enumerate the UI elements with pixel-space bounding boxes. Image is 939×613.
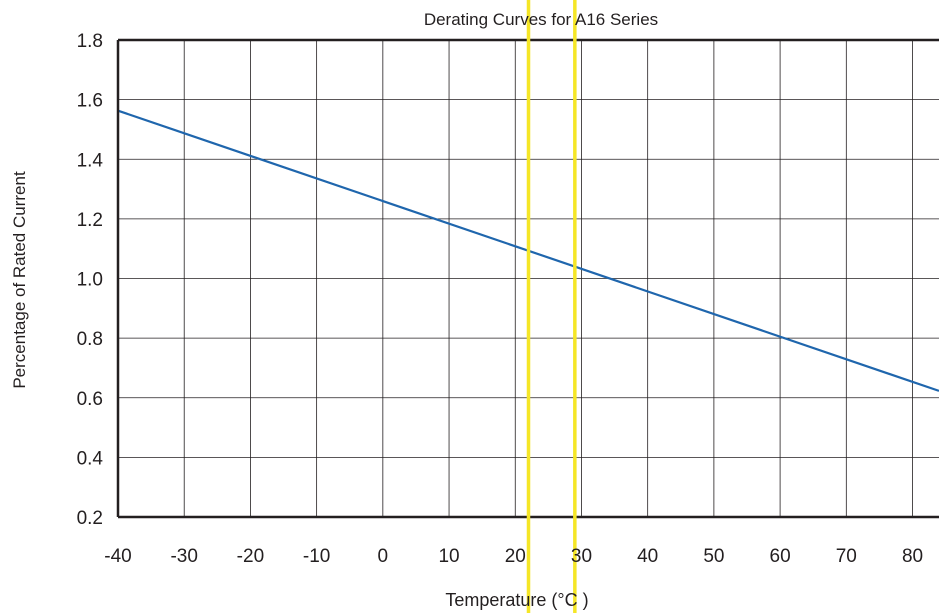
y-tick-label: 0.8 [77,329,103,350]
y-tick-label: 1.8 [77,31,103,52]
x-tick-label: 30 [571,546,592,567]
x-tick-label: -30 [170,546,197,567]
x-tick-label: 80 [902,546,923,567]
x-tick-label: 60 [770,546,791,567]
x-tick-label: 10 [438,546,459,567]
y-tick-labels: 0.2 0.4 0.6 0.8 1.0 1.2 1.4 1.6 1.8 [77,31,104,529]
y-tick-label: 0.4 [77,448,104,469]
chart-title: Derating Curves for A16 Series [424,10,658,29]
x-tick-label: 40 [637,546,658,567]
x-axis-label: Temperature (°C ) [445,590,588,610]
y-tick-label: 1.0 [77,270,103,291]
y-tick-label: 1.4 [77,150,104,171]
y-tick-label: 1.2 [77,210,103,231]
x-tick-label: -10 [303,546,330,567]
x-tick-label: 0 [378,546,389,567]
x-tick-label: -20 [237,546,264,567]
y-axis-label: Percentage of Rated Current [10,171,29,389]
y-tick-label: 0.2 [77,508,103,529]
y-tick-label: 1.6 [77,91,103,112]
y-tick-label: 0.6 [77,389,103,410]
marker-layer [526,0,577,613]
x-tick-label: 20 [505,546,526,567]
x-tick-label: -40 [104,546,131,567]
x-tick-label: 70 [836,546,857,567]
x-tick-label: 50 [703,546,724,567]
x-tick-labels: -40 -30 -20 -10 0 10 20 30 40 50 60 70 80 [104,546,923,567]
